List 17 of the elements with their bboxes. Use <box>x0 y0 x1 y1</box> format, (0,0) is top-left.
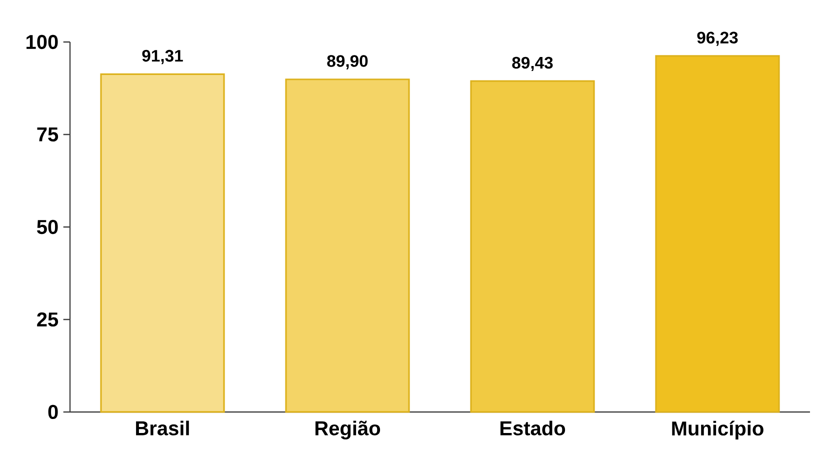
y-tick-label: 0 <box>48 404 58 420</box>
data-label: 96,23 <box>697 32 738 46</box>
bar <box>655 55 780 413</box>
data-label: 89,43 <box>512 56 553 72</box>
y-tick-label: 75 <box>37 128 58 142</box>
data-label: 91,31 <box>142 50 183 64</box>
y-tick-label: 100 <box>26 34 58 50</box>
y-tick-label: 50 <box>36 220 58 234</box>
x-tick-label: Região <box>316 420 380 440</box>
y-tick-label: 25 <box>37 312 58 327</box>
data-label: 89,90 <box>327 55 368 70</box>
bar <box>470 80 595 413</box>
x-tick-label: Município <box>672 420 764 440</box>
x-tick-label: Brasil <box>136 420 189 436</box>
bar <box>285 78 410 413</box>
bar <box>100 73 225 413</box>
x-tick-label: Estado <box>500 420 566 436</box>
